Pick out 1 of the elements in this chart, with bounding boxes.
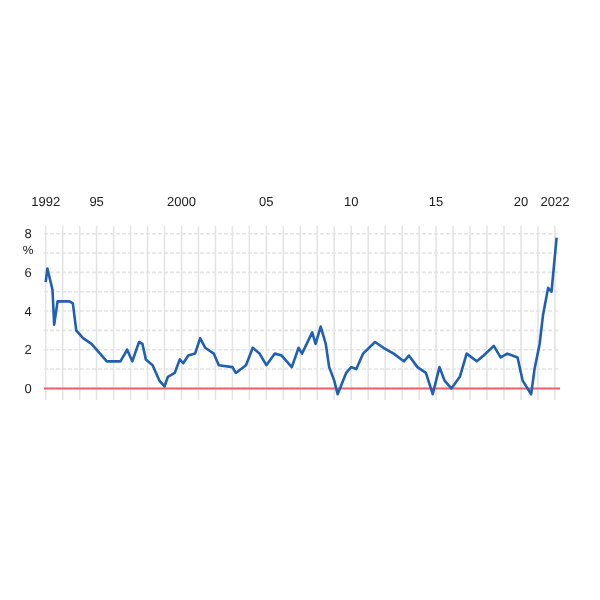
line-series: [44, 236, 558, 396]
